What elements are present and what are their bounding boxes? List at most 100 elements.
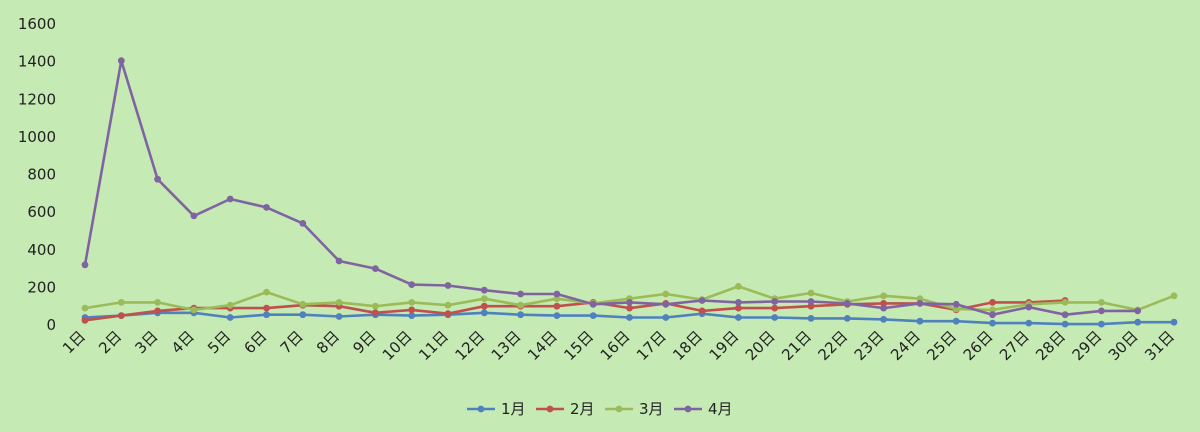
data-point	[117, 57, 125, 65]
x-tick-label: 20日	[742, 327, 779, 364]
data-point	[1098, 307, 1105, 315]
x-tick-label: 25日	[923, 327, 960, 364]
y-tick-label: 1000	[18, 128, 56, 146]
data-point	[299, 220, 307, 227]
x-tick-label: 3日	[132, 327, 162, 357]
data-point	[263, 204, 270, 211]
series-line	[83, 59, 1139, 316]
x-tick-label: 19日	[706, 327, 743, 364]
data-point	[589, 312, 597, 319]
data-point	[480, 302, 488, 310]
x-tick-label: 10日	[379, 327, 416, 364]
data-point	[154, 307, 162, 315]
data-point	[771, 298, 779, 305]
data-point	[843, 300, 851, 307]
data-point	[771, 314, 779, 321]
x-tick-label: 26日	[960, 327, 997, 364]
data-point	[1098, 299, 1105, 306]
data-point	[952, 317, 960, 325]
data-point	[735, 304, 742, 312]
x-tick-label: 17日	[633, 327, 670, 364]
data-point	[553, 312, 561, 319]
x-tick-label: 27日	[996, 327, 1033, 364]
y-tick-label: 400	[27, 241, 56, 259]
data-point	[952, 300, 960, 308]
x-tick-label: 23日	[851, 327, 888, 364]
data-point	[154, 175, 162, 183]
x-tick-label: 15日	[560, 327, 597, 364]
x-tick-label: 8日	[313, 327, 343, 357]
data-point	[335, 257, 343, 265]
x-tick-label: 28日	[1032, 327, 1069, 364]
data-point	[444, 310, 452, 318]
data-point	[626, 314, 633, 321]
data-point	[81, 304, 89, 312]
data-point	[807, 302, 815, 310]
data-point	[408, 312, 416, 319]
data-point	[263, 304, 270, 312]
series-1	[81, 309, 1178, 328]
data-point	[335, 313, 343, 320]
data-point	[662, 290, 670, 298]
x-tick-label: 22日	[814, 327, 851, 364]
data-point	[117, 312, 125, 319]
data-point	[81, 316, 89, 324]
x-tick-label: 30日	[1105, 327, 1142, 364]
plot-area	[81, 57, 1178, 328]
legend-item: 2月	[536, 400, 595, 418]
data-point	[698, 307, 706, 315]
x-tick-label: 29日	[1069, 327, 1106, 364]
data-point	[553, 290, 561, 298]
y-tick-label: 1600	[18, 15, 56, 33]
legend-label: 1月	[501, 400, 526, 418]
data-point	[226, 195, 234, 203]
data-point	[517, 290, 524, 298]
data-point	[771, 304, 779, 312]
x-tick-label: 4日	[168, 327, 198, 357]
data-point	[372, 302, 379, 310]
data-point	[807, 298, 815, 305]
legend-marker	[684, 405, 692, 413]
series-4	[81, 57, 1142, 319]
y-tick-label: 200	[27, 278, 56, 296]
data-point	[553, 302, 561, 310]
data-point	[81, 261, 89, 269]
series-line	[83, 299, 1067, 322]
data-point	[444, 301, 452, 309]
data-point	[1061, 299, 1069, 306]
data-point	[952, 305, 960, 313]
data-point	[154, 299, 162, 306]
data-point	[662, 300, 670, 308]
data-point	[989, 306, 996, 314]
data-point	[480, 309, 488, 317]
x-tick-label: 12日	[451, 327, 488, 364]
y-tick-label: 0	[46, 316, 56, 334]
data-point	[735, 283, 742, 290]
legend-label: 2月	[570, 400, 595, 418]
legend-item: 3月	[605, 400, 664, 418]
data-point	[408, 306, 416, 314]
legend-marker	[615, 405, 623, 413]
x-tick-label: 6日	[240, 327, 270, 357]
data-point	[880, 300, 887, 307]
data-point	[1025, 319, 1033, 327]
data-point	[880, 316, 887, 323]
data-point	[444, 282, 452, 289]
data-point	[735, 314, 742, 321]
x-tick-label: 18日	[669, 327, 706, 364]
data-point	[190, 212, 198, 220]
data-point	[916, 295, 924, 303]
y-tick-label: 600	[27, 203, 56, 221]
data-point	[299, 300, 307, 308]
legend-marker	[477, 405, 485, 413]
legend-label: 4月	[708, 400, 733, 418]
data-point	[372, 309, 379, 317]
data-point	[517, 311, 524, 319]
data-point	[916, 317, 924, 325]
data-point	[299, 311, 307, 319]
data-point	[553, 295, 561, 303]
data-point	[989, 299, 996, 306]
data-point	[517, 301, 524, 309]
legend-item: 1月	[467, 400, 526, 418]
